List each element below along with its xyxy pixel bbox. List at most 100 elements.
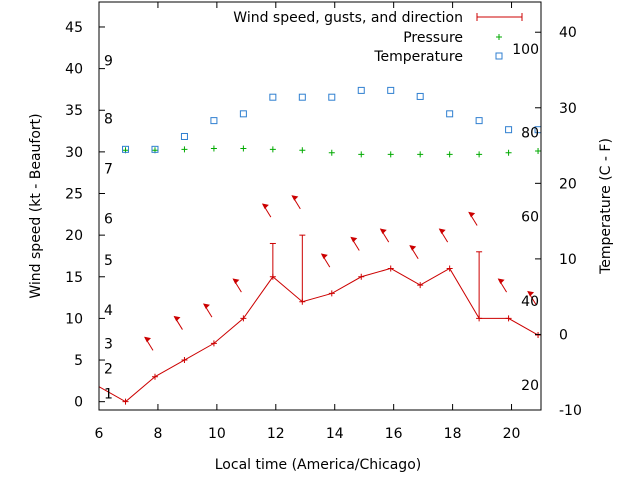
wind-direction-arrowhead (173, 315, 181, 322)
wind-speed-point (210, 340, 217, 347)
temperature-point (475, 117, 483, 125)
wind-speed-point (240, 315, 247, 322)
y-tick-label-right: -10 (559, 403, 582, 419)
pressure-point (476, 151, 483, 158)
pressure-point (417, 151, 424, 158)
beaufort-label: 8 (104, 112, 113, 128)
legend-label-temperature: Temperature (373, 49, 463, 65)
wind-direction-arrowhead (261, 203, 269, 210)
legend-label-wind: Wind speed, gusts, and direction (233, 10, 463, 26)
beaufort-label: 4 (104, 303, 113, 319)
wind-speed-point (387, 265, 394, 272)
pressure-point (328, 149, 335, 156)
legend: Wind speed, gusts, and direction Pressur… (233, 10, 523, 65)
legend-key-pressure (496, 34, 502, 40)
pressure-point (446, 151, 453, 158)
wind-direction-arrowhead (144, 336, 152, 343)
axis-ticks: 6 8 10 12 14 16 18 20051015202530354045-1001020… (65, 2, 582, 442)
temperature-point (505, 126, 513, 134)
wind-direction-arrowhead (350, 236, 358, 243)
temperature-point (446, 110, 454, 118)
temperature-point (534, 126, 541, 134)
pressure-point (387, 151, 394, 158)
wind-direction-arrowhead (468, 211, 476, 218)
legend-label-pressure: Pressure (403, 30, 463, 46)
y-tick-label-right: 40 (559, 25, 577, 41)
wind-speed-point (417, 282, 424, 289)
y-tick-label-right: 20 (559, 176, 577, 192)
beaufort-label: 7 (104, 162, 113, 178)
temperature-point (239, 110, 247, 118)
temperature-point (416, 92, 424, 100)
y-tick-label-left: 35 (65, 103, 83, 119)
temperature-point (357, 86, 365, 94)
fahrenheit-label: 80 (521, 126, 539, 142)
temperature-point (387, 86, 395, 94)
pressure-point (240, 145, 247, 152)
wind-direction-arrowhead (291, 195, 299, 201)
fahrenheit-label: 20 (521, 378, 539, 394)
beaufort-label: 9 (104, 53, 113, 69)
pressure-point (269, 146, 276, 153)
series-group (99, 86, 541, 405)
x-tick-label: 8 (153, 426, 162, 442)
y-tick-label-left: 5 (74, 353, 83, 369)
legend-key-temperature (495, 52, 503, 60)
x-tick-label: 12 (267, 426, 285, 442)
fahrenheit-label: 40 (521, 294, 539, 310)
x-tick-label: 14 (326, 426, 344, 442)
y-tick-label-left: 45 (65, 20, 83, 36)
wind-speed-point (328, 290, 335, 297)
x-axis-label: Local time (America/Chicago) (215, 457, 421, 473)
chart-marks (99, 86, 541, 405)
beaufort-label: 5 (104, 253, 113, 269)
y-tick-label-left: 40 (65, 62, 83, 78)
x-tick-label: 6 (95, 426, 104, 442)
y-tick-label-left: 20 (65, 228, 83, 244)
x-tick-label: 10 (208, 426, 226, 442)
wind-speed-point (181, 357, 188, 364)
wind-speed-point (446, 265, 453, 272)
wind-direction-arrowhead (438, 228, 446, 234)
wind-direction-arrowhead (409, 245, 417, 251)
temperature-point (298, 93, 306, 101)
y-axis-label-left: Wind speed (kt - Beaufort) (28, 113, 44, 298)
pressure-point (505, 149, 512, 156)
y-tick-label-left: 15 (65, 270, 83, 286)
temperature-point (122, 145, 130, 153)
wind-direction-arrowhead (203, 303, 210, 309)
wind-direction-arrowhead (320, 253, 328, 259)
temperature-point (180, 132, 188, 140)
temperature-point (269, 93, 277, 101)
wind-speed-line (99, 267, 539, 403)
y-tick-label-left: 25 (65, 187, 83, 203)
wind-speed-point (122, 398, 129, 405)
pressure-point (358, 151, 365, 158)
x-tick-label: 18 (444, 426, 462, 442)
y-tick-label-left: 10 (65, 311, 83, 327)
wind-direction-arrowhead (527, 290, 535, 297)
y-tick-label-left: 0 (74, 395, 83, 411)
pressure-point (210, 145, 217, 152)
y-tick-label-right: 0 (559, 327, 568, 343)
wind-speed-point (99, 384, 100, 386)
pressure-point (181, 146, 188, 153)
wind-direction-arrowhead (379, 228, 387, 234)
beaufort-label: 3 (104, 336, 113, 352)
fahrenheit-label: 60 (521, 210, 539, 226)
temperature-point (328, 93, 336, 101)
wind-speed-point (505, 315, 512, 322)
wind-speed-point (151, 373, 158, 380)
plot-frame (98, 1, 542, 411)
wind-direction-arrowhead (232, 278, 240, 284)
x-tick-label: 16 (385, 426, 403, 442)
fahrenheit-label: 100 (512, 42, 539, 58)
pressure-point (535, 148, 541, 155)
y-tick-label-right: 10 (559, 252, 577, 268)
beaufort-label: 6 (104, 211, 113, 227)
beaufort-label: 2 (104, 361, 113, 377)
beaufort-label: 1 (104, 386, 113, 402)
temperature-point (151, 145, 159, 153)
y-tick-label-left: 30 (65, 145, 83, 161)
